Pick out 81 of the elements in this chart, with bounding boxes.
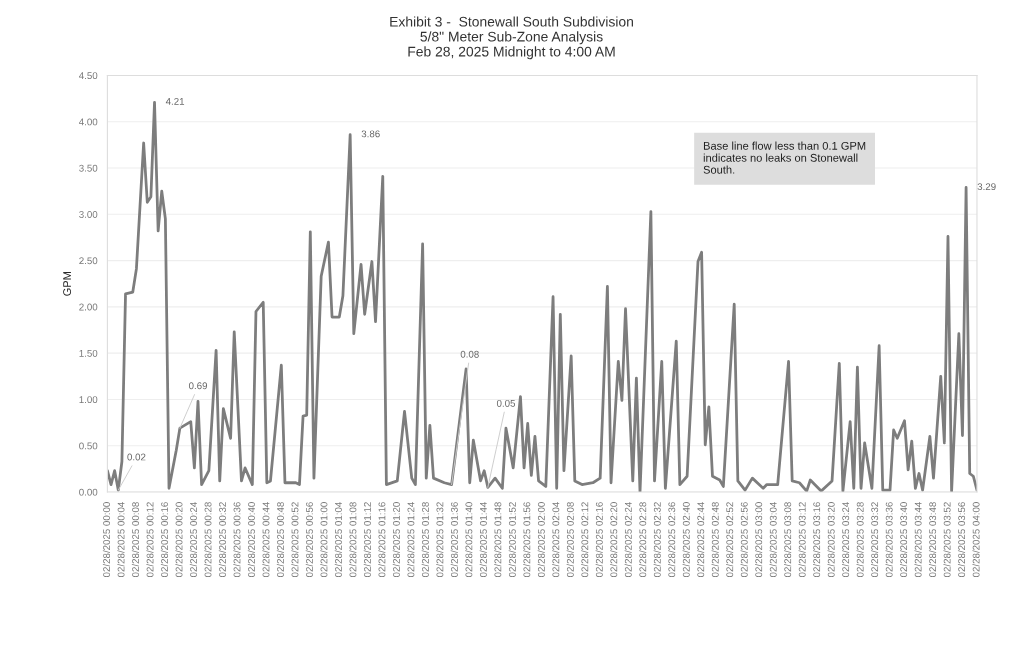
y-tick-label: 2.50 xyxy=(79,257,98,265)
x-tick-label: 02/28/2025 00:04 xyxy=(117,502,125,578)
x-tick-label: 02/28/2025 00:44 xyxy=(262,502,270,578)
x-tick-label: 02/28/2025 00:00 xyxy=(102,502,111,578)
x-tick-label: 02/28/2025 01:56 xyxy=(523,502,531,578)
y-tick-label: 0.00 xyxy=(79,488,98,496)
x-tick-label: 02/28/2025 01:04 xyxy=(334,502,342,578)
x-tick-label: 02/28/2025 01:44 xyxy=(479,502,487,578)
y-axis-title: GPM xyxy=(63,271,72,296)
x-tick-label: 02/28/2025 00:48 xyxy=(276,502,284,578)
x-tick-label: 02/28/2025 02:40 xyxy=(682,502,690,578)
x-tick-label: 02/28/2025 03:00 xyxy=(755,502,763,578)
annotation: 0.08 xyxy=(460,350,479,358)
annotation: 4.21 xyxy=(165,98,185,105)
annotation: 0.05 xyxy=(496,399,516,407)
x-tick-label: 02/28/2025 02:12 xyxy=(581,502,589,578)
x-tick-label: 02/28/2025 00:36 xyxy=(233,502,241,578)
x-tick-label: 02/28/2025 00:12 xyxy=(146,502,154,578)
x-tick-label: 02/28/2025 00:40 xyxy=(247,502,255,578)
x-tick-label: 02/28/2025 00:16 xyxy=(160,502,168,578)
x-tick-label: 02/28/2025 03:20 xyxy=(827,502,835,578)
x-tick-label: 02/28/2025 03:40 xyxy=(899,502,908,578)
x-tick-label: 02/28/2025 01:28 xyxy=(421,502,429,578)
x-tick-label: 02/28/2025 02:56 xyxy=(740,502,748,578)
x-tick-label: 02/28/2025 02:24 xyxy=(624,502,632,578)
y-tick-label: 3.00 xyxy=(79,211,98,218)
x-tick-label: 02/28/2025 01:32 xyxy=(436,502,444,578)
x-tick-label: 02/28/2025 03:48 xyxy=(928,502,937,578)
x-tick-label: 02/28/2025 02:52 xyxy=(726,502,734,578)
y-tick-label: 1.50 xyxy=(79,349,98,357)
x-tick-label: 02/28/2025 03:44 xyxy=(914,502,922,578)
x-tick-label: 02/28/2025 02:04 xyxy=(552,502,560,578)
x-tick-label: 02/28/2025 01:00 xyxy=(320,502,328,578)
x-tick-label: 02/28/2025 01:16 xyxy=(378,502,386,578)
x-tick-label: 02/28/2025 02:48 xyxy=(711,502,719,578)
x-tick-label: 02/28/2025 00:52 xyxy=(291,502,299,578)
x-tick-label: 02/28/2025 00:24 xyxy=(189,502,197,578)
x-tick-label: 02/28/2025 02:00 xyxy=(537,502,545,578)
x-tick-label: 02/28/2025 03:32 xyxy=(870,502,879,578)
x-tick-label: 02/28/2025 03:16 xyxy=(813,502,821,578)
x-tick-label: 02/28/2025 01:40 xyxy=(465,502,473,578)
y-tick-label: 2.00 xyxy=(79,303,98,311)
x-tick-label: 02/28/2025 02:20 xyxy=(610,502,618,578)
y-tick-label: 3.50 xyxy=(79,164,98,172)
annotation: Base line flow less than 0.1 GPM indicates no leaks on Stonewall South. xyxy=(703,141,866,174)
x-tick-label: 02/28/2025 02:16 xyxy=(595,502,603,578)
x-tick-label: 02/28/2025 03:52 xyxy=(943,502,951,578)
x-tick-label: 02/28/2025 00:28 xyxy=(204,502,212,578)
y-tick-label: 4.50 xyxy=(79,72,98,80)
x-tick-label: 02/28/2025 02:44 xyxy=(697,502,705,578)
annotation: 3.29 xyxy=(977,183,996,191)
y-tick-label: 4.00 xyxy=(79,118,98,126)
x-tick-label: 02/28/2025 02:32 xyxy=(653,502,661,578)
chart-title: Exhibit 3 - Stonewall South Subdivision 5/8" Meter Sub-Zone Analysis Feb 28, 2025 Midnight to 4:00 AM xyxy=(390,16,633,60)
annotation: 0.69 xyxy=(188,382,208,390)
x-tick-label: 02/28/2025 00:32 xyxy=(218,502,226,578)
x-tick-label: 02/28/2025 03:24 xyxy=(842,502,850,578)
x-tick-label: 02/28/2025 01:08 xyxy=(349,502,357,578)
x-tick-label: 02/28/2025 04:00 xyxy=(972,502,980,578)
x-tick-label: 02/28/2025 03:56 xyxy=(957,502,966,578)
x-tick-label: 02/28/2025 01:24 xyxy=(407,502,415,578)
x-tick-label: 02/28/2025 01:48 xyxy=(494,502,502,578)
x-tick-label: 02/28/2025 00:56 xyxy=(305,502,313,578)
x-tick-label: 02/28/2025 03:08 xyxy=(784,502,792,578)
annotation: 0.02 xyxy=(127,453,146,461)
x-tick-label: 02/28/2025 03:28 xyxy=(856,502,864,578)
x-tick-label: 02/28/2025 01:20 xyxy=(392,502,400,578)
x-tick-label: 02/28/2025 00:20 xyxy=(175,502,183,578)
y-tick-label: 1.00 xyxy=(79,396,98,404)
x-tick-label: 02/28/2025 02:28 xyxy=(639,502,647,578)
x-tick-label: 02/28/2025 03:36 xyxy=(885,502,893,578)
x-tick-label: 02/28/2025 01:12 xyxy=(363,502,371,578)
annotation: 3.86 xyxy=(361,130,380,138)
x-tick-label: 02/28/2025 00:08 xyxy=(131,502,140,578)
x-tick-label: 02/28/2025 03:12 xyxy=(798,502,806,578)
x-tick-label: 02/28/2025 01:36 xyxy=(450,502,458,578)
y-tick-label: 0.50 xyxy=(79,442,98,450)
x-tick-label: 02/28/2025 01:52 xyxy=(508,502,516,578)
x-tick-label: 02/28/2025 02:36 xyxy=(668,502,676,578)
x-tick-label: 02/28/2025 02:08 xyxy=(566,502,574,578)
x-tick-label: 02/28/2025 03:04 xyxy=(769,502,777,578)
